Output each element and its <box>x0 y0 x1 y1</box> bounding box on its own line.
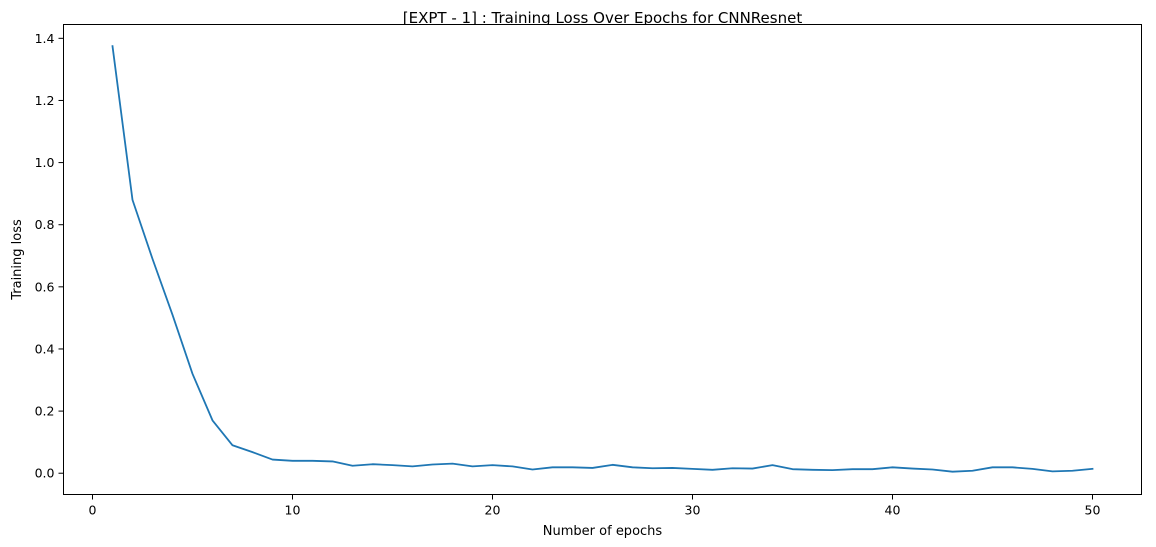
axis-ticks: 0 10 20 30 40 50 0.0 0.2 0.4 0.6 0.8 1.0 1.2 1.4 <box>35 31 1101 518</box>
x-tick-label: 10 <box>285 503 301 518</box>
chart-title: [EXPT - 1] : Training Loss Over Epochs f… <box>403 9 803 27</box>
x-tick-label: 40 <box>885 503 901 518</box>
y-tick-label: 0.2 <box>35 404 55 419</box>
series-lines <box>111 45 1094 473</box>
x-tick-label: 30 <box>685 503 701 518</box>
x-tick-label: 0 <box>89 503 97 518</box>
plot-frame <box>63 24 1142 495</box>
x-tick-label: 50 <box>1085 503 1101 518</box>
y-tick-label: 1.2 <box>35 93 55 108</box>
y-tick-label: 0.4 <box>35 341 55 356</box>
plot-area <box>63 24 1142 495</box>
y-tick-label: 1.4 <box>35 31 55 46</box>
training-loss-line <box>111 45 1094 473</box>
x-axis-label: Number of epochs <box>543 524 663 539</box>
x-tick-label: 20 <box>485 503 501 518</box>
y-tick-label: 0.0 <box>35 466 55 481</box>
y-axis-label: Training loss <box>10 219 25 301</box>
y-tick-label: 0.8 <box>35 217 55 232</box>
y-tick-label: 0.6 <box>35 279 55 294</box>
y-tick-label: 1.0 <box>35 155 55 170</box>
